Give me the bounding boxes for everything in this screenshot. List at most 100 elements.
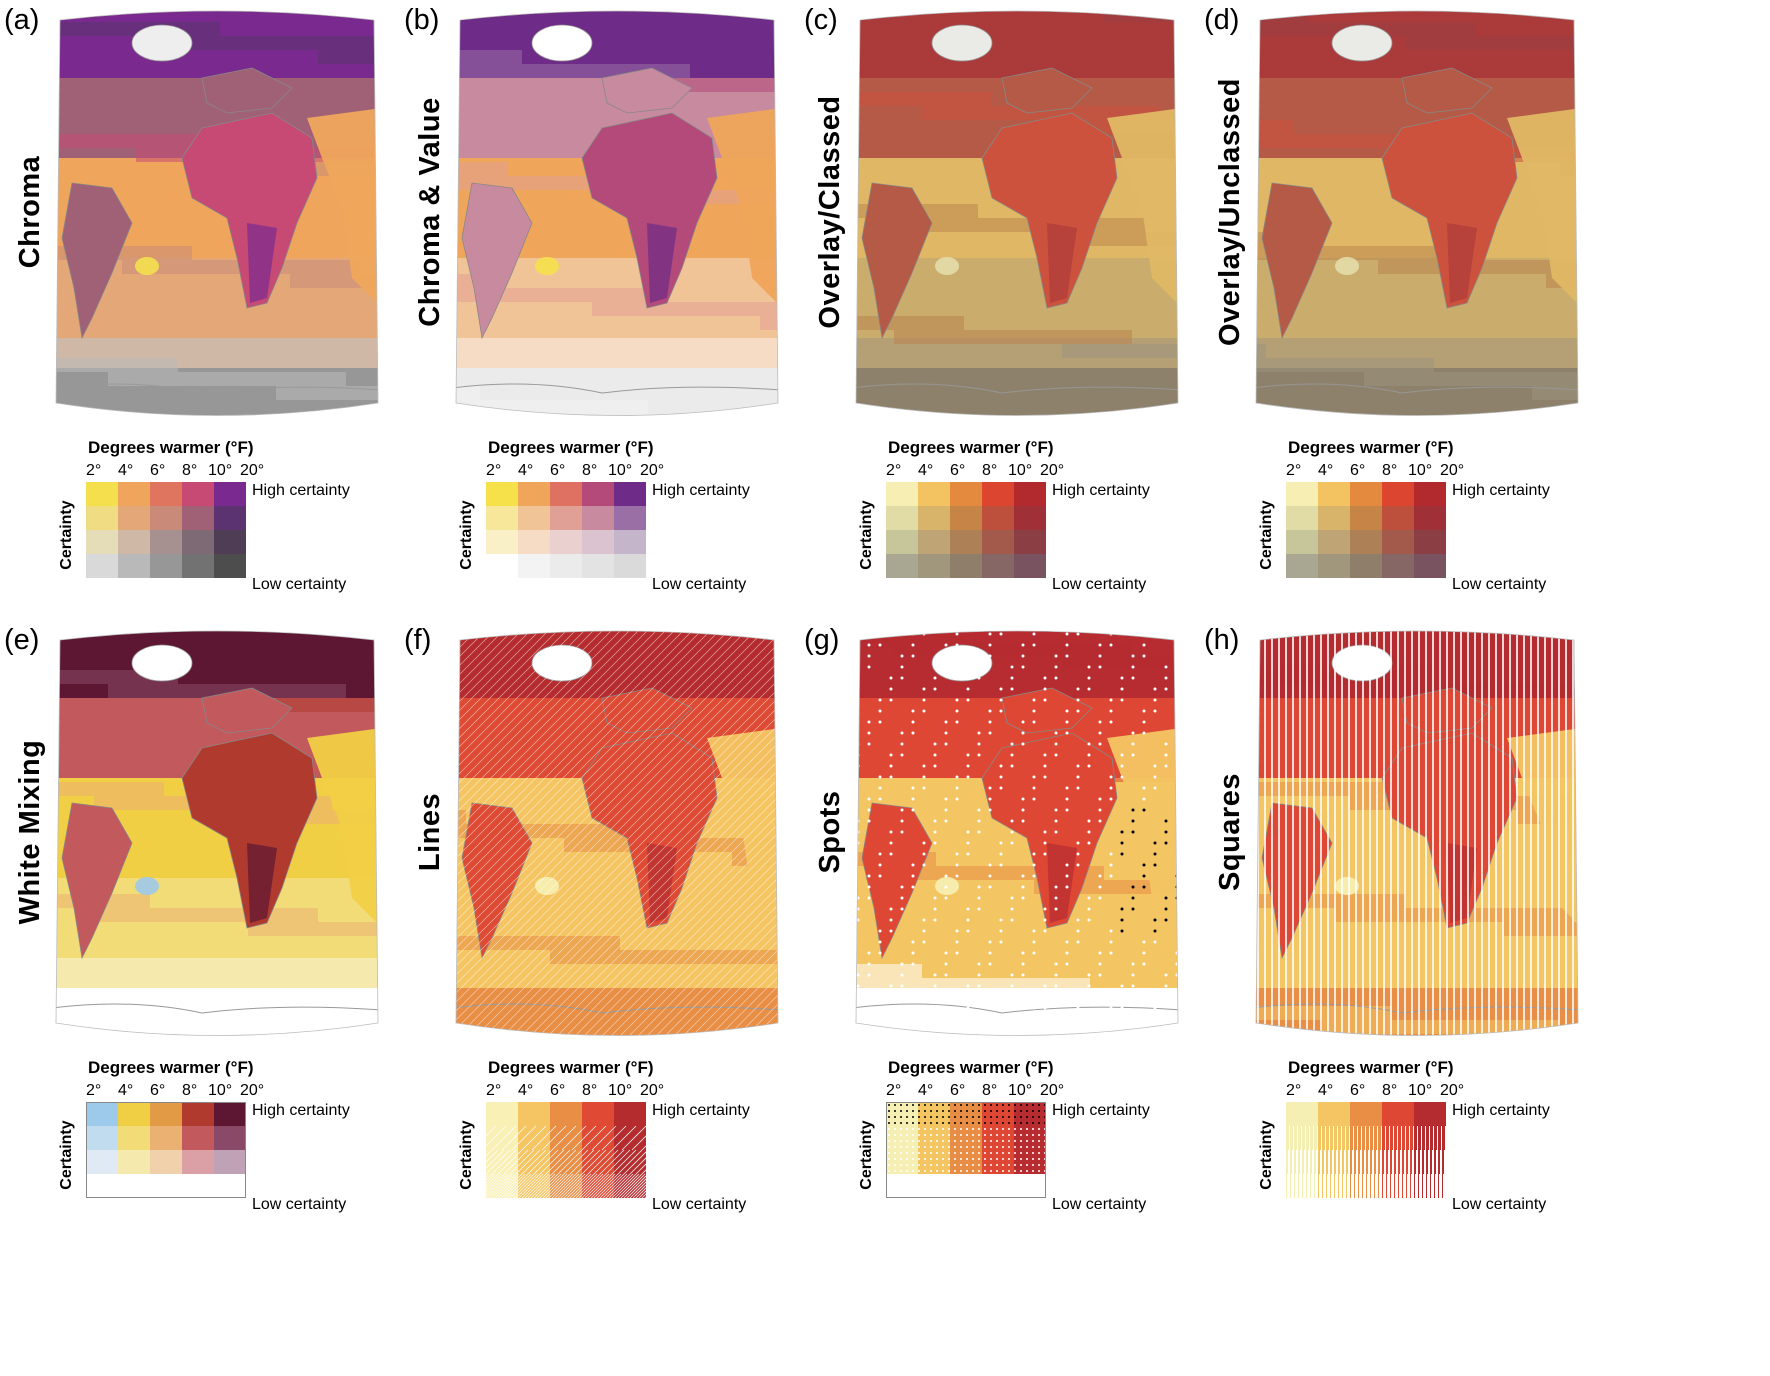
legend-swatch	[950, 554, 982, 578]
legend-swatch	[582, 554, 614, 578]
legend-swatch	[1014, 506, 1046, 530]
legend-title: Degrees warmer (°F)	[488, 1058, 654, 1077]
legend-tick: 2°	[1286, 1082, 1302, 1099]
panel-label: (a)	[4, 4, 40, 36]
legend-swatch	[614, 554, 646, 578]
high-certainty-label: High certainty	[1052, 1102, 1150, 1119]
legend-swatch	[918, 482, 950, 506]
map-image	[455, 10, 779, 416]
legend-swatch	[182, 1150, 214, 1174]
legend-tick: 6°	[1350, 462, 1366, 479]
legend-tick: 4°	[918, 462, 934, 479]
legend-swatch	[614, 482, 646, 506]
panel-title: Chroma & Value	[414, 97, 446, 327]
legend-swatch	[614, 1102, 646, 1126]
low-certainty-label: Low certainty	[652, 576, 747, 593]
legend-swatch	[886, 1126, 918, 1150]
legend-swatch	[118, 482, 150, 506]
legend-swatch	[1014, 1150, 1046, 1174]
map	[52, 8, 425, 486]
legend-swatch	[150, 554, 182, 578]
panel-label: (h)	[1204, 624, 1240, 656]
high-certainty-label: High certainty	[1452, 482, 1550, 499]
map-image	[55, 10, 379, 416]
legend-tick: 20°	[1040, 462, 1065, 479]
panel-spots: (g) Spots Degrees warmer (°F) 2° 4° 6° 8° 10° 20…	[802, 622, 1244, 1310]
legend-swatch	[550, 1102, 582, 1126]
legend-swatch	[982, 1126, 1014, 1150]
legend-swatch	[1382, 554, 1414, 578]
legend-swatch	[1318, 1102, 1350, 1126]
legend-swatch	[950, 1174, 982, 1198]
legend-swatch	[918, 554, 950, 578]
legend-swatch	[486, 506, 518, 530]
legend-swatch	[1414, 554, 1446, 578]
legend-tick: 8°	[1382, 462, 1398, 479]
legend-swatch	[982, 554, 1014, 578]
legend-swatch	[982, 1102, 1014, 1126]
panel-white: (e) White Mixing Degrees warmer (°F) 2° 4° 6°…	[2, 622, 444, 1310]
legend-title: Degrees warmer (°F)	[88, 438, 254, 457]
legend-swatch	[950, 506, 982, 530]
legend-swatch	[518, 482, 550, 506]
legend-swatch	[1414, 482, 1446, 506]
legend-swatch	[1286, 1102, 1318, 1126]
high-certainty-label: High certainty	[252, 482, 350, 499]
low-certainty-label: Low certainty	[1452, 576, 1547, 593]
certainty-axis-label: Certainty	[58, 500, 75, 570]
panel-title: Lines	[414, 792, 446, 872]
legend-swatch	[886, 482, 918, 506]
legend-swatch	[182, 1174, 214, 1198]
legend-swatch	[950, 1126, 982, 1150]
legend-swatch	[950, 1102, 982, 1126]
map	[1252, 8, 1625, 486]
legend-swatch	[1350, 506, 1382, 530]
legend-grid	[486, 1102, 646, 1198]
legend-swatch	[1350, 530, 1382, 554]
legend-swatch	[86, 530, 118, 554]
legend-tick: 6°	[150, 462, 166, 479]
legend-swatch	[982, 1150, 1014, 1174]
legend-swatch	[614, 506, 646, 530]
legend-swatch	[150, 506, 182, 530]
legend-swatch	[550, 554, 582, 578]
high-certainty-label: High certainty	[252, 1102, 350, 1119]
legend-tick: 20°	[1040, 1082, 1065, 1099]
high-certainty-label: High certainty	[652, 1102, 750, 1119]
legend-swatch	[118, 1174, 150, 1198]
legend-grid	[86, 1102, 246, 1198]
legend-swatch	[582, 482, 614, 506]
low-certainty-label: Low certainty	[252, 576, 347, 593]
legend-swatch	[886, 1174, 918, 1198]
legend-swatch	[214, 1174, 246, 1198]
map	[852, 628, 1225, 1106]
legend-tick: 8°	[182, 1082, 198, 1099]
legend-title: Degrees warmer (°F)	[888, 438, 1054, 457]
legend-swatch	[86, 1102, 118, 1126]
legend-tick: 8°	[182, 462, 198, 479]
panel-lines: (f) Lines Degrees warmer (°F) 2° 4° 6° 8° 10° 20…	[402, 622, 844, 1310]
legend-tick: 20°	[640, 1082, 665, 1099]
legend-swatch	[150, 1174, 182, 1198]
legend-swatch	[918, 1174, 950, 1198]
legend-tick: 4°	[118, 1082, 134, 1099]
legend-swatches	[1286, 482, 1446, 578]
legend-tick: 6°	[950, 1082, 966, 1099]
legend-swatches	[86, 482, 246, 578]
legend-swatch	[182, 554, 214, 578]
panel-label: (f)	[404, 624, 432, 656]
legend-swatch	[486, 482, 518, 506]
legend-swatch	[214, 482, 246, 506]
legend-swatch	[518, 530, 550, 554]
map	[452, 628, 825, 1106]
legend-swatch	[86, 554, 118, 578]
legend-swatch	[614, 1126, 646, 1150]
legend-swatch	[918, 1126, 950, 1150]
legend-swatch	[486, 1102, 518, 1126]
panel-chromavalue: (b) Chroma & Value Degrees warmer (°F) 2° 4°…	[402, 2, 844, 690]
legend-tick: 6°	[550, 1082, 566, 1099]
panel-title: Squares	[1214, 773, 1246, 891]
certainty-axis-label: Certainty	[1258, 500, 1275, 570]
legend-tick: 10°	[608, 1082, 633, 1099]
legend-swatch	[118, 1102, 150, 1126]
